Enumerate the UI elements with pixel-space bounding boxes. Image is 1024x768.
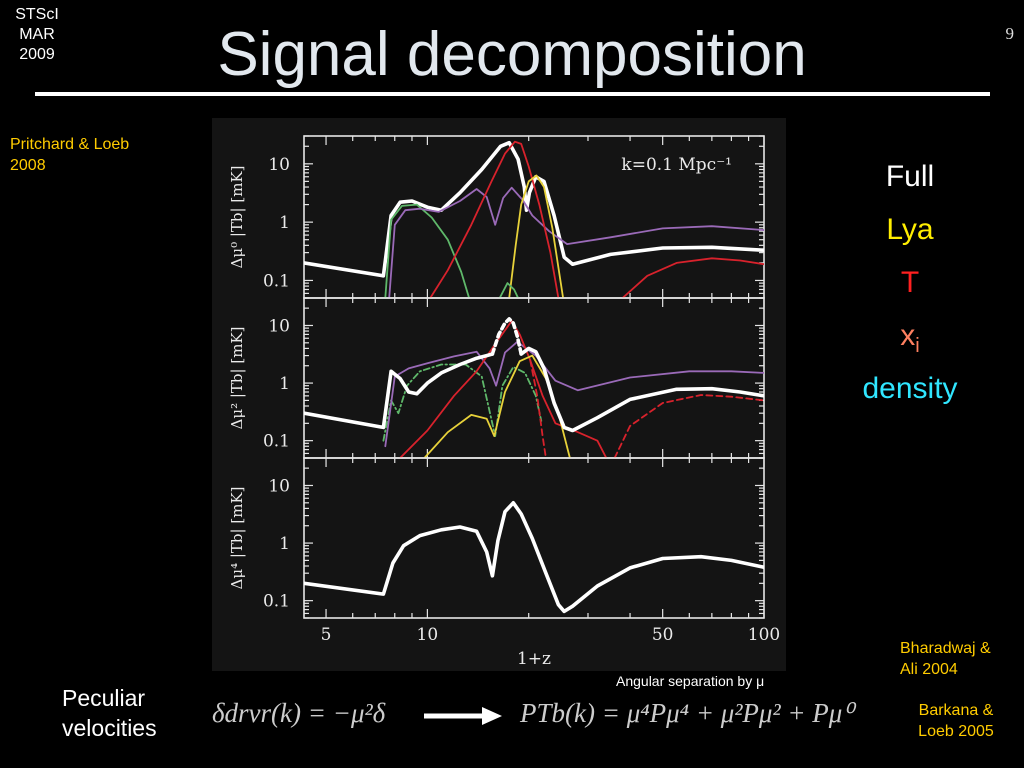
y-axis-label: Δμ⁰ |Tb| [mK]: [228, 166, 246, 269]
y-tick-label: 0.1: [263, 592, 290, 612]
y-axis-label: Δμ² |Tb| [mK]: [228, 327, 246, 430]
y-axis-label: Δμ⁴ |Tb| [mK]: [228, 487, 246, 590]
y-tick-label: 1: [279, 213, 290, 233]
title-rule: [35, 92, 990, 96]
series-T: [529, 359, 547, 458]
y-tick-label: 10: [268, 316, 290, 336]
power-spectrum-equation: PTb(k) = μ⁴Pμ⁴ + μ²Pμ² + Pμ⁰: [520, 698, 854, 728]
series-full: [304, 140, 764, 278]
corner-line-2: MAR: [19, 26, 55, 43]
series-lya: [508, 174, 565, 298]
panel-frame-3: [303, 457, 765, 619]
series-full: [519, 346, 764, 433]
series-full: [304, 352, 495, 430]
panel-curves-2: [304, 317, 764, 458]
chart-panel: 10 1 0.1 Δμ⁰ |Tb| [mK] 10 1 0.1 Δμ² |Tb| [mK] 10…: [212, 118, 786, 671]
legend-density: density: [862, 372, 958, 405]
arrow-right-icon: [424, 707, 502, 725]
citation-barkana-loeb: Barkana & Loeb 2005: [918, 702, 994, 740]
legend-xi-sub: i: [915, 335, 920, 357]
x-tick-label: 10: [417, 625, 439, 645]
series-density: [498, 282, 520, 298]
peculiar-velocities-label: Peculiar velocities: [62, 685, 157, 741]
citation-bharadwaj-ali: Bharadwaj & Ali 2004: [900, 640, 991, 678]
corner-line-1: STScI: [15, 6, 59, 23]
series-T: [429, 140, 560, 298]
series-T: [621, 257, 764, 298]
series-density: [384, 203, 471, 298]
series-full: [304, 500, 764, 614]
y-tick-label: 1: [279, 534, 290, 554]
velocity-equation: δdrvr(k) = −μ²δ: [212, 698, 386, 728]
citation-pritchard-loeb: Pritchard & Loeb 2008: [10, 136, 130, 174]
legend-xi: xi: [840, 314, 980, 367]
angular-separation-caption: Angular separation by μ: [616, 673, 765, 689]
series-full: [490, 317, 524, 356]
y-tick-label: 1: [279, 374, 290, 394]
series-T: [613, 394, 764, 458]
page-number: 9: [1005, 24, 1015, 43]
legend-full: Full: [885, 160, 935, 193]
series-xi: [388, 186, 764, 298]
y-tick-label: 0.1: [263, 432, 290, 452]
x-tick-label: 50: [652, 625, 674, 645]
legend-xi-label: x: [900, 319, 916, 352]
panel-curves-3: [304, 500, 764, 614]
legend-lya: Lya: [886, 213, 934, 246]
slide-title: Signal decomposition: [217, 20, 807, 89]
color-legend: Full Lya T xi density: [840, 155, 980, 420]
legend-t: T: [900, 266, 920, 299]
x-tick-label: 5: [321, 625, 332, 645]
panel-curves-1: [304, 140, 764, 298]
series-T: [399, 319, 608, 458]
series-xi: [384, 340, 764, 448]
x-tick-label: 100: [748, 625, 780, 645]
y-tick-label: 0.1: [263, 271, 290, 291]
k-annotation: k=0.1 Mpc⁻¹: [621, 155, 732, 175]
corner-line-3: 2009: [19, 46, 55, 63]
x-axis-label: 1+z: [517, 649, 551, 669]
y-tick-label: 10: [268, 155, 290, 175]
corner-label: STScI MAR 2009: [8, 5, 66, 65]
y-tick-label: 10: [268, 476, 290, 496]
panel-frame-2: [303, 297, 765, 459]
series-density: [382, 363, 543, 442]
